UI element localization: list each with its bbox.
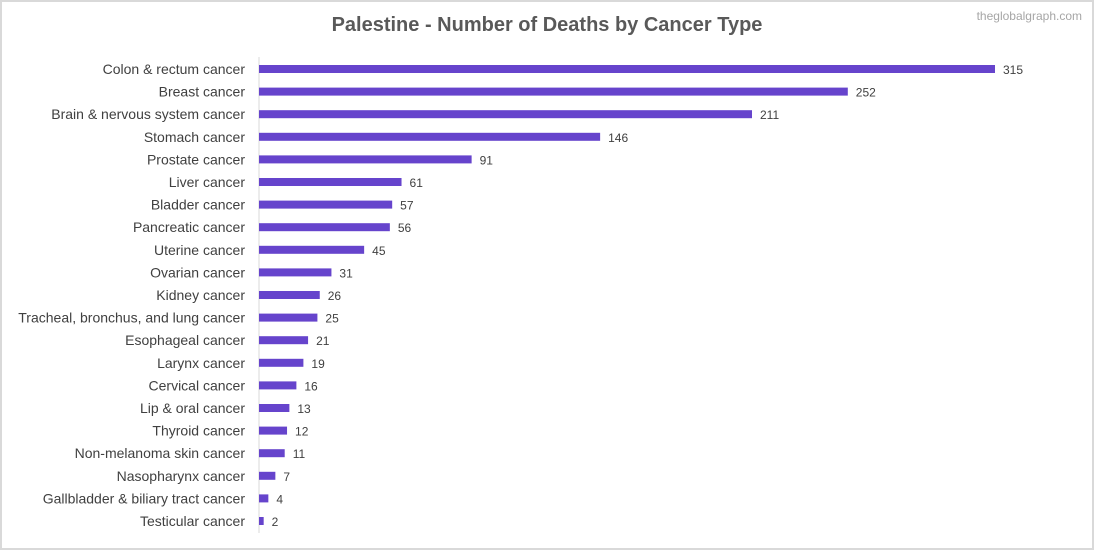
bar (259, 87, 848, 96)
data-label: 16 (304, 379, 318, 393)
data-label: 11 (293, 447, 306, 461)
data-label: 19 (311, 357, 325, 371)
category-label: Larynx cancer (157, 355, 245, 371)
category-label: Pancreatic cancer (133, 219, 245, 235)
bar (259, 155, 472, 164)
bar (259, 313, 318, 322)
bar (259, 517, 264, 525)
bar (259, 223, 390, 232)
data-label: 4 (276, 492, 283, 506)
category-label: Stomach cancer (144, 129, 245, 145)
bar (259, 245, 365, 254)
category-label: Testicular cancer (140, 513, 245, 529)
bar (259, 65, 995, 73)
bar (259, 132, 601, 141)
category-label: Non-melanoma skin cancer (75, 445, 246, 461)
bar (259, 200, 393, 209)
category-label: Esophageal cancer (125, 332, 245, 348)
category-label: Bladder cancer (151, 197, 246, 213)
category-label: Thyroid cancer (152, 423, 245, 439)
bar (259, 404, 290, 412)
bar (259, 291, 320, 299)
chart-title: Palestine - Number of Deaths by Cancer T… (331, 14, 763, 36)
category-label: Gallbladder & biliary tract cancer (43, 490, 246, 506)
bar (259, 471, 276, 480)
data-label: 211 (760, 108, 779, 122)
category-label: Uterine cancer (154, 242, 245, 258)
data-label: 252 (856, 86, 876, 100)
data-label: 21 (316, 334, 330, 348)
data-label: 45 (372, 244, 386, 258)
bar (259, 358, 304, 367)
category-label: Prostate cancer (147, 151, 245, 167)
data-label: 31 (339, 266, 353, 280)
category-label: Breast cancer (159, 84, 246, 100)
data-label: 25 (325, 312, 339, 326)
bar (259, 381, 297, 390)
bar (259, 110, 753, 119)
category-label: Ovarian cancer (150, 264, 245, 280)
data-label: 61 (410, 176, 424, 190)
data-label: 7 (283, 470, 290, 484)
data-label: 146 (608, 131, 628, 145)
bar (259, 494, 269, 503)
data-label: 56 (398, 221, 412, 235)
category-label: Lip & oral cancer (140, 400, 245, 416)
bar (259, 449, 285, 458)
bar (259, 336, 309, 345)
watermark: theglobalgraph.com (976, 9, 1082, 23)
category-label: Kidney cancer (156, 287, 245, 303)
category-label: Colon & rectum cancer (103, 61, 246, 77)
data-label: 315 (1003, 63, 1023, 77)
category-label: Tracheal, bronchus, and lung cancer (18, 310, 245, 326)
category-label: Brain & nervous system cancer (51, 106, 245, 122)
bar (259, 268, 332, 277)
data-label: 26 (328, 289, 342, 303)
category-label: Nasopharynx cancer (117, 468, 246, 484)
data-label: 57 (400, 199, 414, 213)
data-label: 2 (272, 515, 279, 529)
category-label: Cervical cancer (149, 377, 246, 393)
data-label: 13 (297, 402, 311, 416)
bar (259, 178, 402, 186)
category-label: Liver cancer (169, 174, 246, 190)
data-label: 12 (295, 425, 309, 439)
data-label: 91 (480, 153, 494, 167)
bar (259, 426, 288, 435)
